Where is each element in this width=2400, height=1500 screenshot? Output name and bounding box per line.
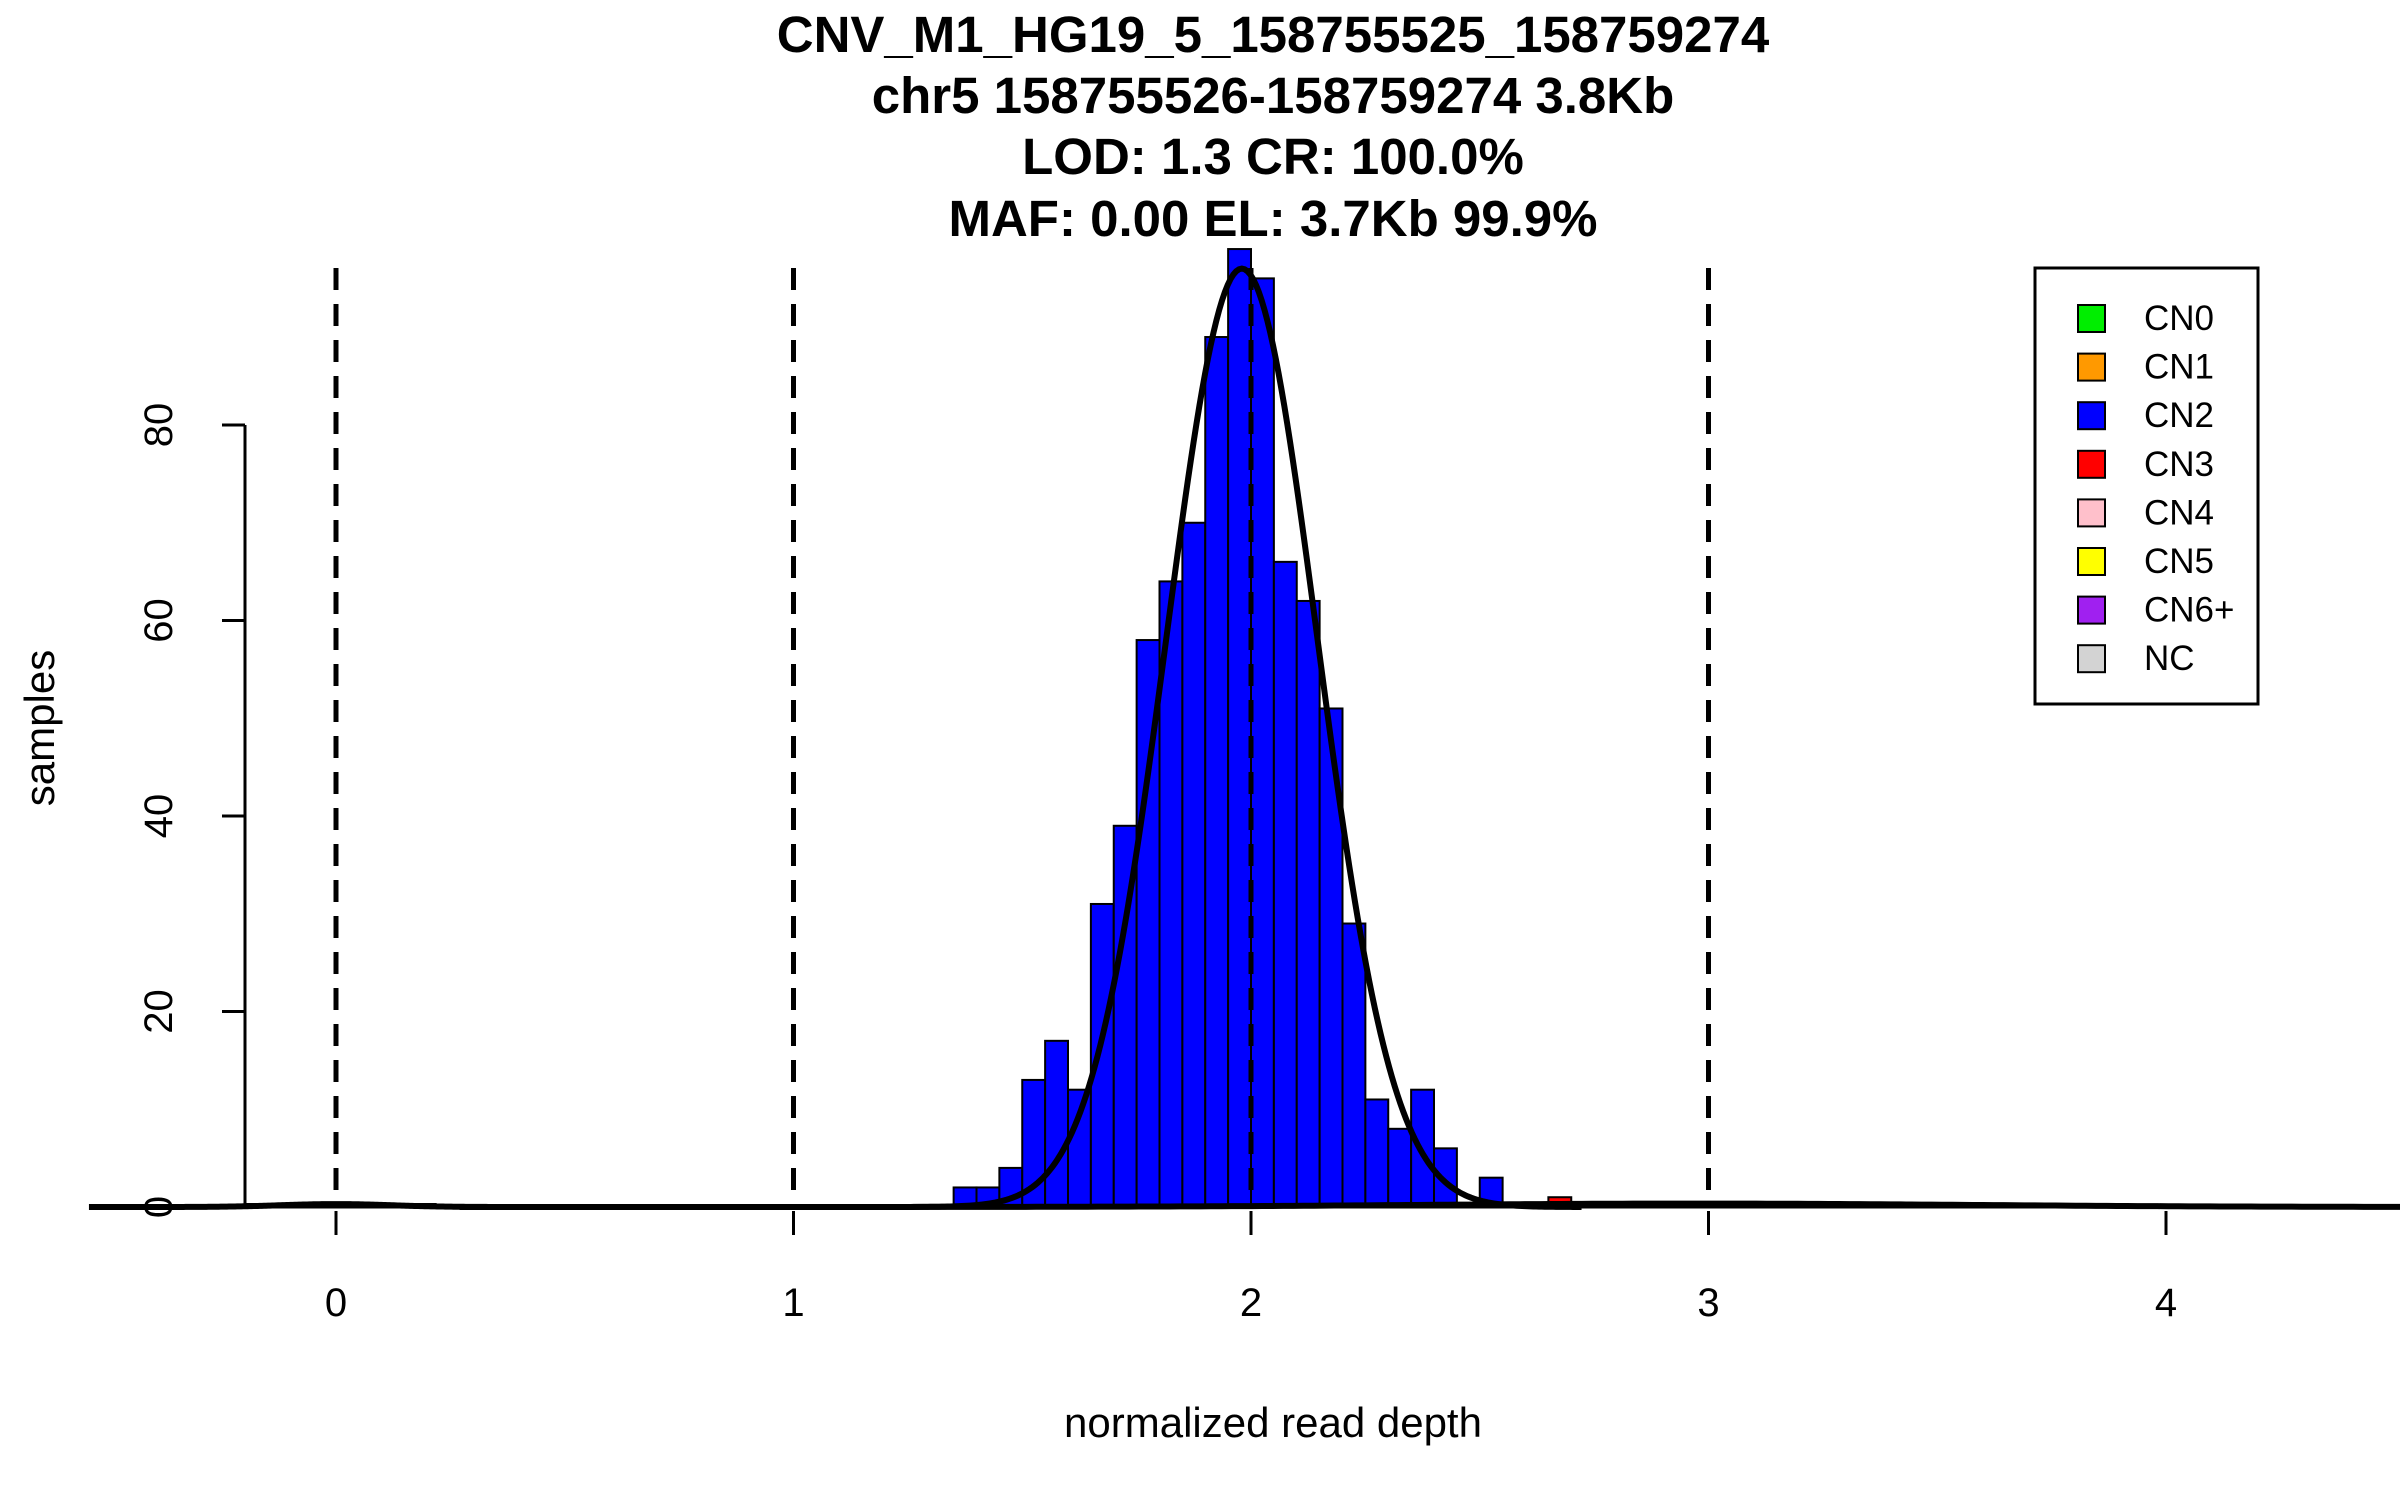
legend-swatch-cn6plus <box>2077 595 2106 625</box>
y-tick-label-2: 40 <box>137 794 181 839</box>
bar-17 <box>1341 922 1367 1209</box>
bar-18 <box>1364 1098 1390 1208</box>
bar-6 <box>1089 902 1115 1208</box>
bar-12 <box>1227 248 1252 1209</box>
y-tick-label-1: 20 <box>137 989 181 1034</box>
bar-4 <box>1044 1039 1069 1208</box>
legend-swatch-cn0 <box>2077 304 2106 333</box>
x-axis-ticks: 0 1 2 3 4 <box>325 1211 2177 1325</box>
legend-entries: CN0 CN1 CN2 CN3 CN4 CN5 CN6+ NC <box>2077 299 2234 678</box>
bar-14 <box>1272 560 1298 1208</box>
title-line-2: chr5 158755526-158759274 3.8Kb <box>872 67 1674 124</box>
legend-swatch-cn5 <box>2077 547 2106 576</box>
x-tick-label-1: 1 <box>782 1281 804 1325</box>
y-tick-label-0: 0 <box>137 1196 181 1218</box>
histogram-bars <box>952 248 1573 1209</box>
legend-label-cn0: CN0 <box>2144 299 2214 338</box>
x-tick-label-4: 4 <box>2155 1281 2177 1325</box>
y-axis-label: samples <box>16 650 63 806</box>
legend-swatch-cn1 <box>2077 352 2106 382</box>
title-line-1: CNV_M1_HG19_5_158755525_158759274 <box>777 6 1770 63</box>
bar-11 <box>1204 336 1230 1208</box>
bar-19 <box>1387 1127 1413 1209</box>
legend-swatch-cn2 <box>2077 401 2106 431</box>
legend-swatch-cn4 <box>2077 498 2106 528</box>
fit-curve-0 <box>902 265 1582 1210</box>
legend-label-cn3: CN3 <box>2144 445 2214 484</box>
x-tick-label-3: 3 <box>1697 1281 1719 1325</box>
y-tick-label-3: 60 <box>137 598 181 643</box>
x-tick-label-0: 0 <box>325 1281 347 1325</box>
bar-13 <box>1250 277 1275 1208</box>
title-line-4: MAF: 0.00 EL: 3.7Kb 99.9% <box>948 190 1597 247</box>
legend-label-nc: NC <box>2144 639 2195 678</box>
y-axis-ticks: 0 20 40 60 80 <box>137 403 245 1218</box>
bar-10 <box>1181 521 1207 1208</box>
legend-label-cn1: CN1 <box>2144 348 2214 387</box>
legend: CN0 CN1 CN2 CN3 CN4 CN5 CN6+ NC <box>2033 266 2260 706</box>
x-tick-label-2: 2 <box>1240 1281 1262 1325</box>
legend-label-cn6plus: CN6+ <box>2144 591 2234 630</box>
legend-label-cn2: CN2 <box>2144 396 2214 435</box>
cn-boundary-lines <box>333 268 1711 1207</box>
legend-swatch-nc <box>2077 644 2106 674</box>
title-line-3: LOD: 1.3 CR: 100.0% <box>1022 128 1524 185</box>
y-tick-label-4: 80 <box>137 403 181 448</box>
legend-swatch-cn3 <box>2077 449 2106 479</box>
legend-label-cn5: CN5 <box>2144 542 2214 581</box>
chart-title: CNV_M1_HG19_5_158755525_158759274 chr5 1… <box>777 6 1770 247</box>
legend-label-cn4: CN4 <box>2144 493 2214 532</box>
x-axis-label: normalized read depth <box>1064 1399 1482 1446</box>
bar-15 <box>1295 599 1321 1208</box>
axes: 0 1 2 3 4 0 20 40 60 80 <box>137 403 2226 1325</box>
legend-box <box>2033 266 2260 706</box>
